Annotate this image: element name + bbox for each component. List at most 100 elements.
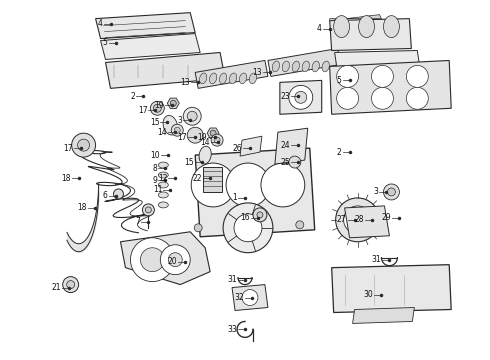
Circle shape	[337, 87, 359, 109]
Text: 21: 21	[51, 283, 61, 292]
Ellipse shape	[312, 61, 319, 72]
Circle shape	[289, 156, 301, 168]
Text: 14: 14	[158, 128, 167, 137]
Text: 24: 24	[280, 141, 290, 150]
Polygon shape	[335, 50, 419, 67]
Text: 19: 19	[197, 133, 207, 142]
Polygon shape	[100, 33, 200, 59]
Circle shape	[336, 198, 379, 242]
Text: 23: 23	[280, 92, 290, 101]
Polygon shape	[96, 13, 195, 39]
Polygon shape	[167, 98, 179, 108]
Polygon shape	[105, 53, 225, 88]
Circle shape	[223, 203, 273, 253]
Text: 14: 14	[200, 138, 210, 147]
Circle shape	[295, 91, 307, 103]
Text: 8: 8	[152, 163, 157, 172]
Ellipse shape	[163, 116, 177, 135]
Circle shape	[210, 130, 216, 136]
Circle shape	[171, 100, 176, 106]
Text: 20: 20	[168, 257, 177, 266]
Ellipse shape	[359, 15, 374, 37]
Text: 4: 4	[317, 24, 322, 33]
Text: 2: 2	[337, 148, 342, 157]
Circle shape	[281, 148, 289, 156]
Ellipse shape	[229, 73, 237, 84]
Text: 28: 28	[354, 215, 364, 224]
Ellipse shape	[302, 61, 309, 72]
Circle shape	[77, 139, 90, 151]
Text: 17: 17	[177, 133, 187, 142]
Text: 25: 25	[280, 158, 290, 167]
Circle shape	[406, 87, 428, 109]
Text: 15: 15	[150, 118, 159, 127]
Text: 13: 13	[181, 78, 190, 87]
Circle shape	[214, 137, 220, 143]
Circle shape	[384, 184, 399, 200]
Text: 29: 29	[382, 213, 392, 222]
Text: 19: 19	[155, 101, 164, 110]
Ellipse shape	[158, 182, 168, 188]
Circle shape	[371, 66, 393, 87]
Text: 33: 33	[227, 325, 237, 334]
Circle shape	[253, 208, 267, 222]
Circle shape	[343, 206, 371, 234]
Circle shape	[194, 224, 202, 232]
Ellipse shape	[158, 172, 168, 178]
Ellipse shape	[158, 192, 168, 198]
Polygon shape	[280, 80, 322, 114]
Ellipse shape	[220, 73, 227, 84]
Text: 32: 32	[234, 293, 244, 302]
Text: 3: 3	[373, 188, 378, 197]
Text: 15: 15	[185, 158, 194, 167]
Polygon shape	[344, 206, 390, 238]
Circle shape	[72, 133, 96, 157]
Text: 27: 27	[337, 215, 346, 224]
Ellipse shape	[199, 73, 207, 84]
Circle shape	[261, 163, 305, 207]
Text: 18: 18	[61, 174, 71, 183]
Text: 9: 9	[152, 176, 157, 185]
Ellipse shape	[209, 73, 217, 84]
Polygon shape	[275, 128, 308, 164]
Text: 22: 22	[193, 174, 202, 183]
Circle shape	[67, 280, 74, 289]
Circle shape	[172, 124, 183, 136]
Circle shape	[143, 204, 154, 216]
Text: 17: 17	[138, 106, 147, 115]
Text: 31: 31	[372, 255, 382, 264]
Text: 4: 4	[98, 19, 102, 28]
Polygon shape	[207, 128, 219, 138]
Circle shape	[211, 134, 223, 146]
Circle shape	[371, 87, 393, 109]
Text: 17: 17	[63, 144, 73, 153]
Polygon shape	[353, 307, 415, 323]
Ellipse shape	[272, 61, 279, 72]
Circle shape	[174, 127, 180, 133]
Text: 10: 10	[151, 150, 160, 159]
Polygon shape	[268, 49, 341, 76]
Circle shape	[130, 238, 174, 282]
Circle shape	[114, 189, 123, 199]
Polygon shape	[330, 60, 451, 114]
Ellipse shape	[249, 73, 257, 84]
Text: 5: 5	[103, 38, 107, 47]
Circle shape	[257, 212, 263, 218]
Circle shape	[242, 289, 258, 306]
Circle shape	[153, 104, 161, 112]
Text: 11: 11	[153, 185, 162, 194]
Ellipse shape	[158, 202, 168, 208]
Polygon shape	[195, 60, 268, 88]
Circle shape	[406, 66, 428, 87]
Circle shape	[388, 188, 395, 196]
Polygon shape	[240, 136, 262, 156]
Text: 26: 26	[232, 144, 242, 153]
Polygon shape	[232, 285, 268, 310]
Circle shape	[63, 276, 78, 293]
Text: 16: 16	[241, 213, 250, 222]
Circle shape	[146, 207, 151, 213]
Text: 3: 3	[177, 116, 182, 125]
Circle shape	[289, 85, 313, 109]
Circle shape	[191, 163, 235, 207]
Text: 2: 2	[131, 92, 135, 101]
